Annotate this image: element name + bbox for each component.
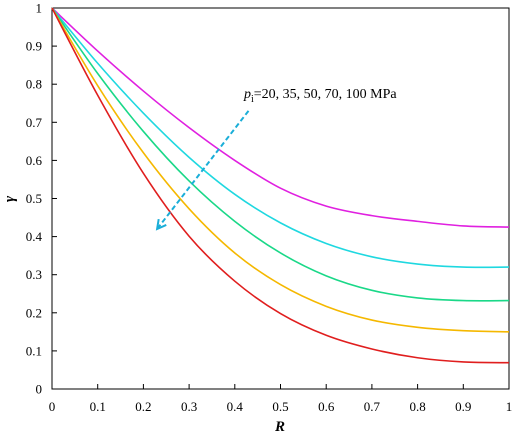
x-tick-label: 1 <box>506 399 512 414</box>
series-line-3 <box>51 7 510 302</box>
annotation-arrow <box>156 110 250 230</box>
x-tick-label: 0.6 <box>318 399 335 414</box>
y-tick-label: 0 <box>36 382 43 397</box>
annotation-text: pi=20, 35, 50, 70, 100 MPa <box>243 87 397 105</box>
y-tick-label: 0.2 <box>26 305 42 320</box>
x-tick-label: 0.4 <box>227 399 244 414</box>
x-tick-label: 0.5 <box>272 399 288 414</box>
y-axis-title: γ <box>2 195 18 202</box>
x-tick-label: 0.7 <box>364 399 381 414</box>
y-tick-label: 0.6 <box>26 153 43 168</box>
annotation-symbol: p <box>243 87 251 102</box>
y-tick-label: 0.5 <box>26 191 42 206</box>
annotation-value: =20, 35, 50, 70, 100 MPa <box>254 87 398 102</box>
series-group <box>51 7 510 364</box>
annotation-arrow-head <box>155 218 167 231</box>
y-tick-label: 0.4 <box>26 229 43 244</box>
y-tick-label: 0.9 <box>26 39 42 54</box>
y-tick-label: 0.1 <box>26 343 42 358</box>
series-line-5 <box>51 7 510 364</box>
series-line-4 <box>51 7 510 333</box>
series-line-2 <box>51 7 510 269</box>
x-axis-title: R <box>274 419 285 435</box>
x-tick-label: 0.2 <box>135 399 151 414</box>
series-line-1 <box>51 7 510 228</box>
y-tick-label: 0.7 <box>26 115 43 130</box>
plot-area-frame <box>51 7 510 390</box>
y-tick-label: 0.8 <box>26 77 42 92</box>
x-tick-label: 0.3 <box>181 399 197 414</box>
annotation-group: pi=20, 35, 50, 70, 100 MPa <box>155 87 397 231</box>
y-tick-label: 1 <box>36 1 43 16</box>
annotation-subscript: i <box>251 94 254 105</box>
x-tick-label: 0 <box>49 399 56 414</box>
axis-ticks: 0 0.1 0.2 0.3 0.4 0.5 0.6 0.7 0.8 0.9 1 0 0.1 0.2 0.3 0… <box>26 1 512 415</box>
x-tick-label: 0.9 <box>455 399 471 414</box>
x-tick-label: 0.1 <box>90 399 106 414</box>
x-tick-label: 0.8 <box>409 399 425 414</box>
y-tick-label: 0.3 <box>26 267 42 282</box>
